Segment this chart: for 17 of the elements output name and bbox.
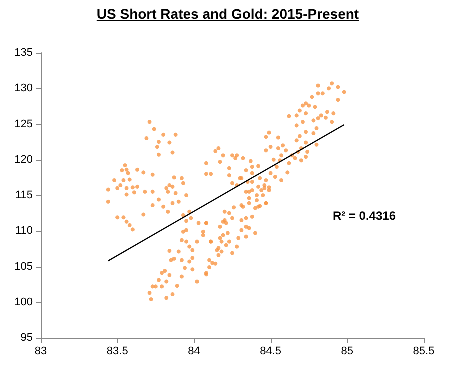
x-tick-label: 85 [341,346,354,358]
x-tick-label: 84.5 [260,346,282,358]
y-tick-label: 105 [14,260,33,273]
x-tick-label: 83 [34,346,48,358]
y-tick-label: 125 [14,118,33,130]
x-tick-label: 85.5 [413,346,435,358]
y-tick-label: 95 [20,332,33,344]
annotation: R² = 0.4316 [332,209,396,223]
x-tick-label: 84 [188,346,200,358]
chart-title: US Short Rates and Gold: 2015-Present [96,6,360,22]
y-tick-label: 135 [14,47,33,59]
y-tick-label: 110 [15,225,33,238]
x-tick-label: 83.5 [106,346,128,358]
y-tick-label: 100 [14,296,33,308]
y-tick-label: 120 [14,154,33,166]
y-tick-label: 130 [14,82,33,95]
y-tick-label: 115 [15,190,33,202]
